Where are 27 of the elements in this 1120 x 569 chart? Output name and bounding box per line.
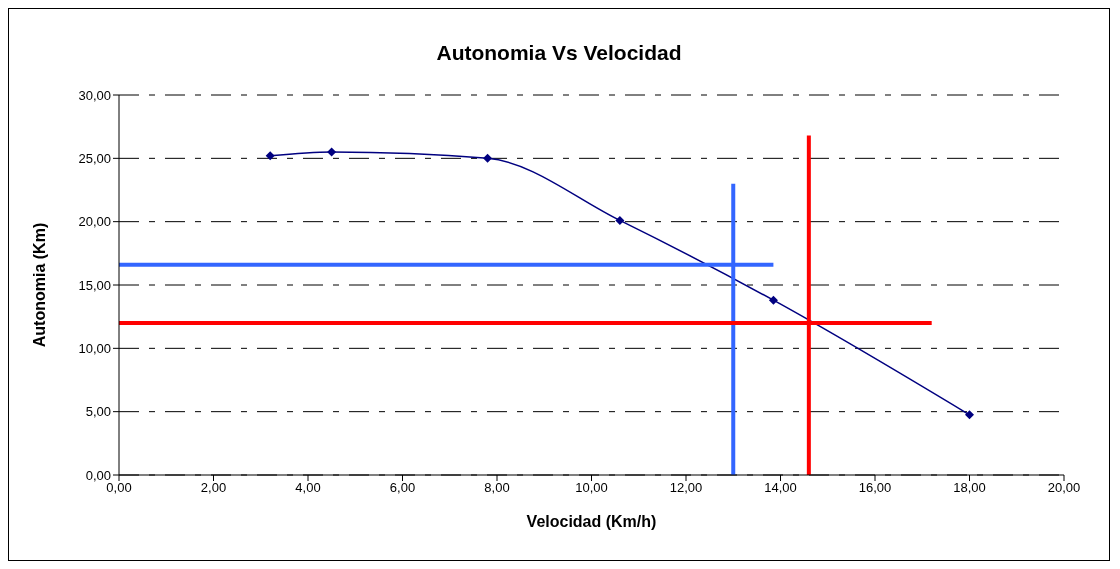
x-tick-label: 4,00 <box>295 480 321 496</box>
y-tick-label: 15,00 <box>78 277 111 293</box>
y-tick-label: 10,00 <box>78 340 111 356</box>
x-axis-title: Velocidad (Km/h) <box>526 513 657 530</box>
x-tick-label: 16,00 <box>858 480 892 496</box>
x-tick-label: 10,00 <box>575 480 608 496</box>
point <box>265 151 275 161</box>
x-tick-label: 2,00 <box>200 480 227 496</box>
point <box>768 295 778 305</box>
x-tick-label: 20,00 <box>1047 480 1081 496</box>
y-tick-label: 25,00 <box>78 150 111 166</box>
y-tick-label: 30,00 <box>78 87 111 103</box>
y-tick-label: 0,00 <box>85 467 111 483</box>
x-tick-label: 12,00 <box>669 480 703 496</box>
x-tick-label: 0,00 <box>106 480 132 496</box>
x-tick-label: 8,00 <box>484 480 510 496</box>
point <box>327 147 337 157</box>
x-tick-label: 14,00 <box>764 480 797 496</box>
point <box>483 153 493 163</box>
x-tick-label: 6,00 <box>389 480 416 496</box>
y-tick-label: 20,00 <box>78 214 111 230</box>
point <box>965 410 974 420</box>
point <box>615 215 625 225</box>
y-axis-title: Autonomia (Km) <box>30 222 48 348</box>
x-tick-label: 18,00 <box>953 480 986 496</box>
y-tick-label: 5,00 <box>85 404 111 420</box>
chart-title: Autonomia Vs Velocidad <box>435 41 683 65</box>
